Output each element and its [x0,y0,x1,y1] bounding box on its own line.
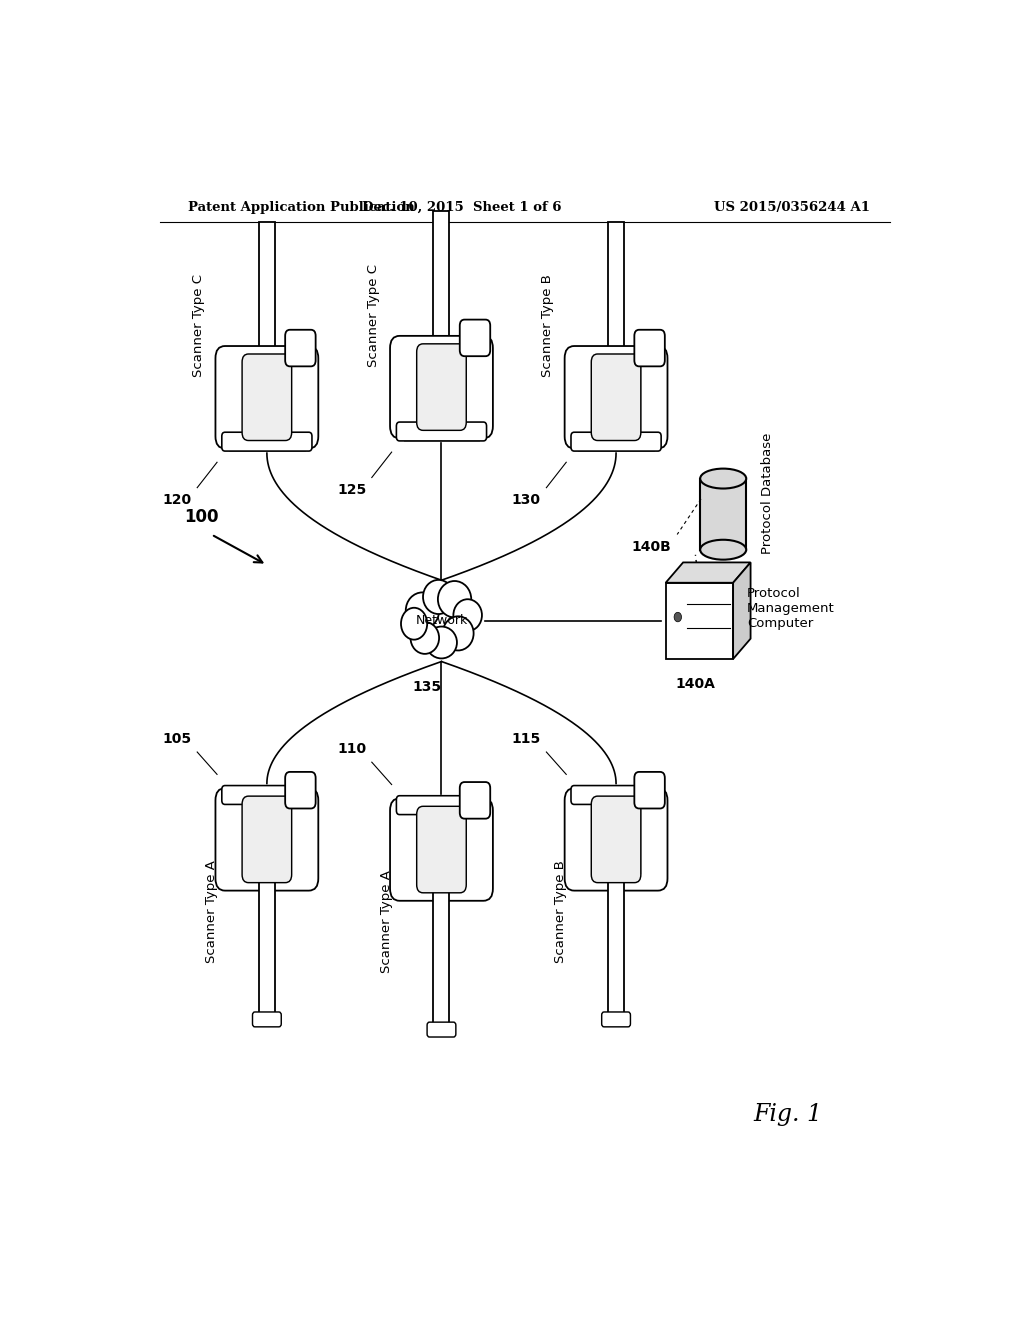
FancyBboxPatch shape [390,335,493,438]
Bar [608,222,624,358]
Text: Scanner Type C: Scanner Type C [193,275,205,378]
Text: Scanner Type B: Scanner Type B [542,275,554,378]
FancyBboxPatch shape [396,796,486,814]
Text: 135: 135 [413,680,441,694]
FancyBboxPatch shape [634,330,665,367]
Circle shape [674,612,682,622]
FancyBboxPatch shape [460,319,490,356]
Ellipse shape [426,627,457,659]
FancyBboxPatch shape [564,788,668,891]
FancyBboxPatch shape [215,346,318,449]
Bar [259,222,274,358]
Text: Protocol
Management
Computer: Protocol Management Computer [748,587,835,630]
Ellipse shape [438,581,471,618]
Bar [433,211,450,348]
FancyBboxPatch shape [215,788,318,891]
Ellipse shape [700,540,746,560]
FancyBboxPatch shape [253,1012,282,1027]
Polygon shape [414,597,468,643]
Ellipse shape [454,599,482,631]
Text: 130: 130 [512,492,541,507]
Ellipse shape [423,579,454,614]
Text: 140B: 140B [632,540,672,553]
Text: Fig. 1: Fig. 1 [754,1104,822,1126]
FancyBboxPatch shape [460,781,490,818]
Text: Dec. 10, 2015  Sheet 1 of 6: Dec. 10, 2015 Sheet 1 of 6 [361,201,561,214]
FancyBboxPatch shape [602,1012,631,1027]
Text: 115: 115 [512,731,541,746]
Text: Protocol Database: Protocol Database [761,433,774,554]
FancyBboxPatch shape [285,772,315,808]
FancyBboxPatch shape [571,785,662,804]
Ellipse shape [411,622,439,653]
FancyBboxPatch shape [396,422,486,441]
Ellipse shape [700,469,746,488]
Ellipse shape [401,607,427,640]
Text: 125: 125 [337,483,367,496]
FancyBboxPatch shape [591,796,641,883]
FancyBboxPatch shape [427,1022,456,1038]
Ellipse shape [442,616,474,651]
FancyBboxPatch shape [242,796,292,883]
Text: Patent Application Publication: Patent Application Publication [187,201,415,214]
Ellipse shape [406,593,439,628]
Text: 140A: 140A [676,677,716,690]
FancyBboxPatch shape [417,807,466,892]
Text: Network: Network [416,614,468,627]
Polygon shape [666,562,751,582]
Bar [259,878,274,1015]
FancyBboxPatch shape [390,799,493,900]
Bar [433,888,450,1026]
Polygon shape [733,562,751,659]
FancyBboxPatch shape [417,343,466,430]
Text: Scanner Type A: Scanner Type A [205,859,218,962]
Text: 100: 100 [183,508,218,527]
FancyBboxPatch shape [285,330,315,367]
Text: 105: 105 [163,731,191,746]
FancyBboxPatch shape [571,432,662,451]
Bar [666,582,733,659]
FancyBboxPatch shape [222,785,312,804]
Bar [608,878,624,1015]
Text: 120: 120 [163,492,191,507]
Text: Scanner Type C: Scanner Type C [367,264,380,367]
FancyBboxPatch shape [634,772,665,808]
FancyBboxPatch shape [564,346,668,449]
FancyBboxPatch shape [222,432,312,451]
Text: Scanner Type B: Scanner Type B [554,859,567,962]
Text: Scanner Type A: Scanner Type A [380,870,393,973]
Text: US 2015/0356244 A1: US 2015/0356244 A1 [714,201,870,214]
Text: 110: 110 [337,742,367,756]
Bar [700,479,746,549]
FancyBboxPatch shape [242,354,292,441]
FancyBboxPatch shape [591,354,641,441]
